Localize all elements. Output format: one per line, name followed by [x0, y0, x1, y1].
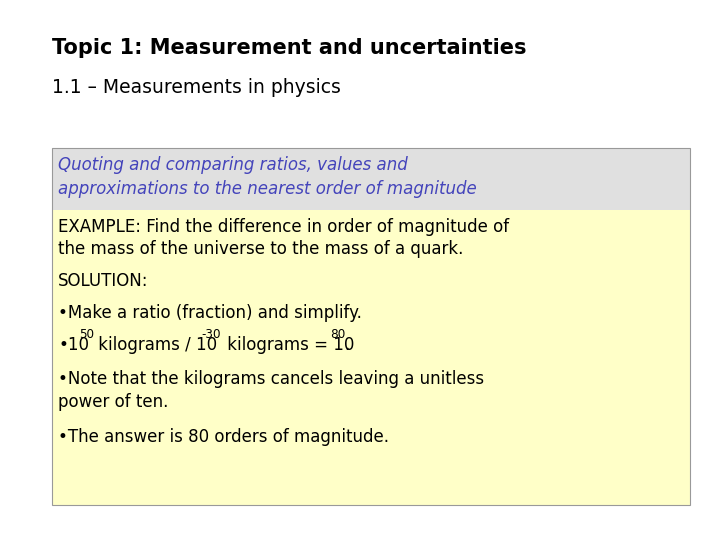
Text: .: . [344, 336, 349, 354]
Text: Quoting and comparing ratios, values and: Quoting and comparing ratios, values and [58, 156, 408, 174]
Text: •10: •10 [58, 336, 89, 354]
Text: power of ten.: power of ten. [58, 393, 168, 411]
Text: kilograms = 10: kilograms = 10 [222, 336, 354, 354]
Text: 1.1 – Measurements in physics: 1.1 – Measurements in physics [52, 78, 341, 97]
Text: 50: 50 [79, 328, 94, 341]
Text: •Note that the kilograms cancels leaving a unitless: •Note that the kilograms cancels leaving… [58, 370, 484, 388]
Text: EXAMPLE: Find the difference in order of magnitude of: EXAMPLE: Find the difference in order of… [58, 218, 509, 236]
Text: SOLUTION:: SOLUTION: [58, 272, 148, 290]
Text: •Make a ratio (fraction) and simplify.: •Make a ratio (fraction) and simplify. [58, 304, 362, 322]
Text: •The answer is 80 orders of magnitude.: •The answer is 80 orders of magnitude. [58, 428, 389, 446]
Text: approximations to the nearest order of magnitude: approximations to the nearest order of m… [58, 180, 477, 198]
Text: kilograms / 10: kilograms / 10 [93, 336, 217, 354]
Text: -30: -30 [201, 328, 220, 341]
Text: 80: 80 [330, 328, 346, 341]
Text: the mass of the universe to the mass of a quark.: the mass of the universe to the mass of … [58, 240, 464, 258]
Text: Topic 1: Measurement and uncertainties: Topic 1: Measurement and uncertainties [52, 38, 526, 58]
